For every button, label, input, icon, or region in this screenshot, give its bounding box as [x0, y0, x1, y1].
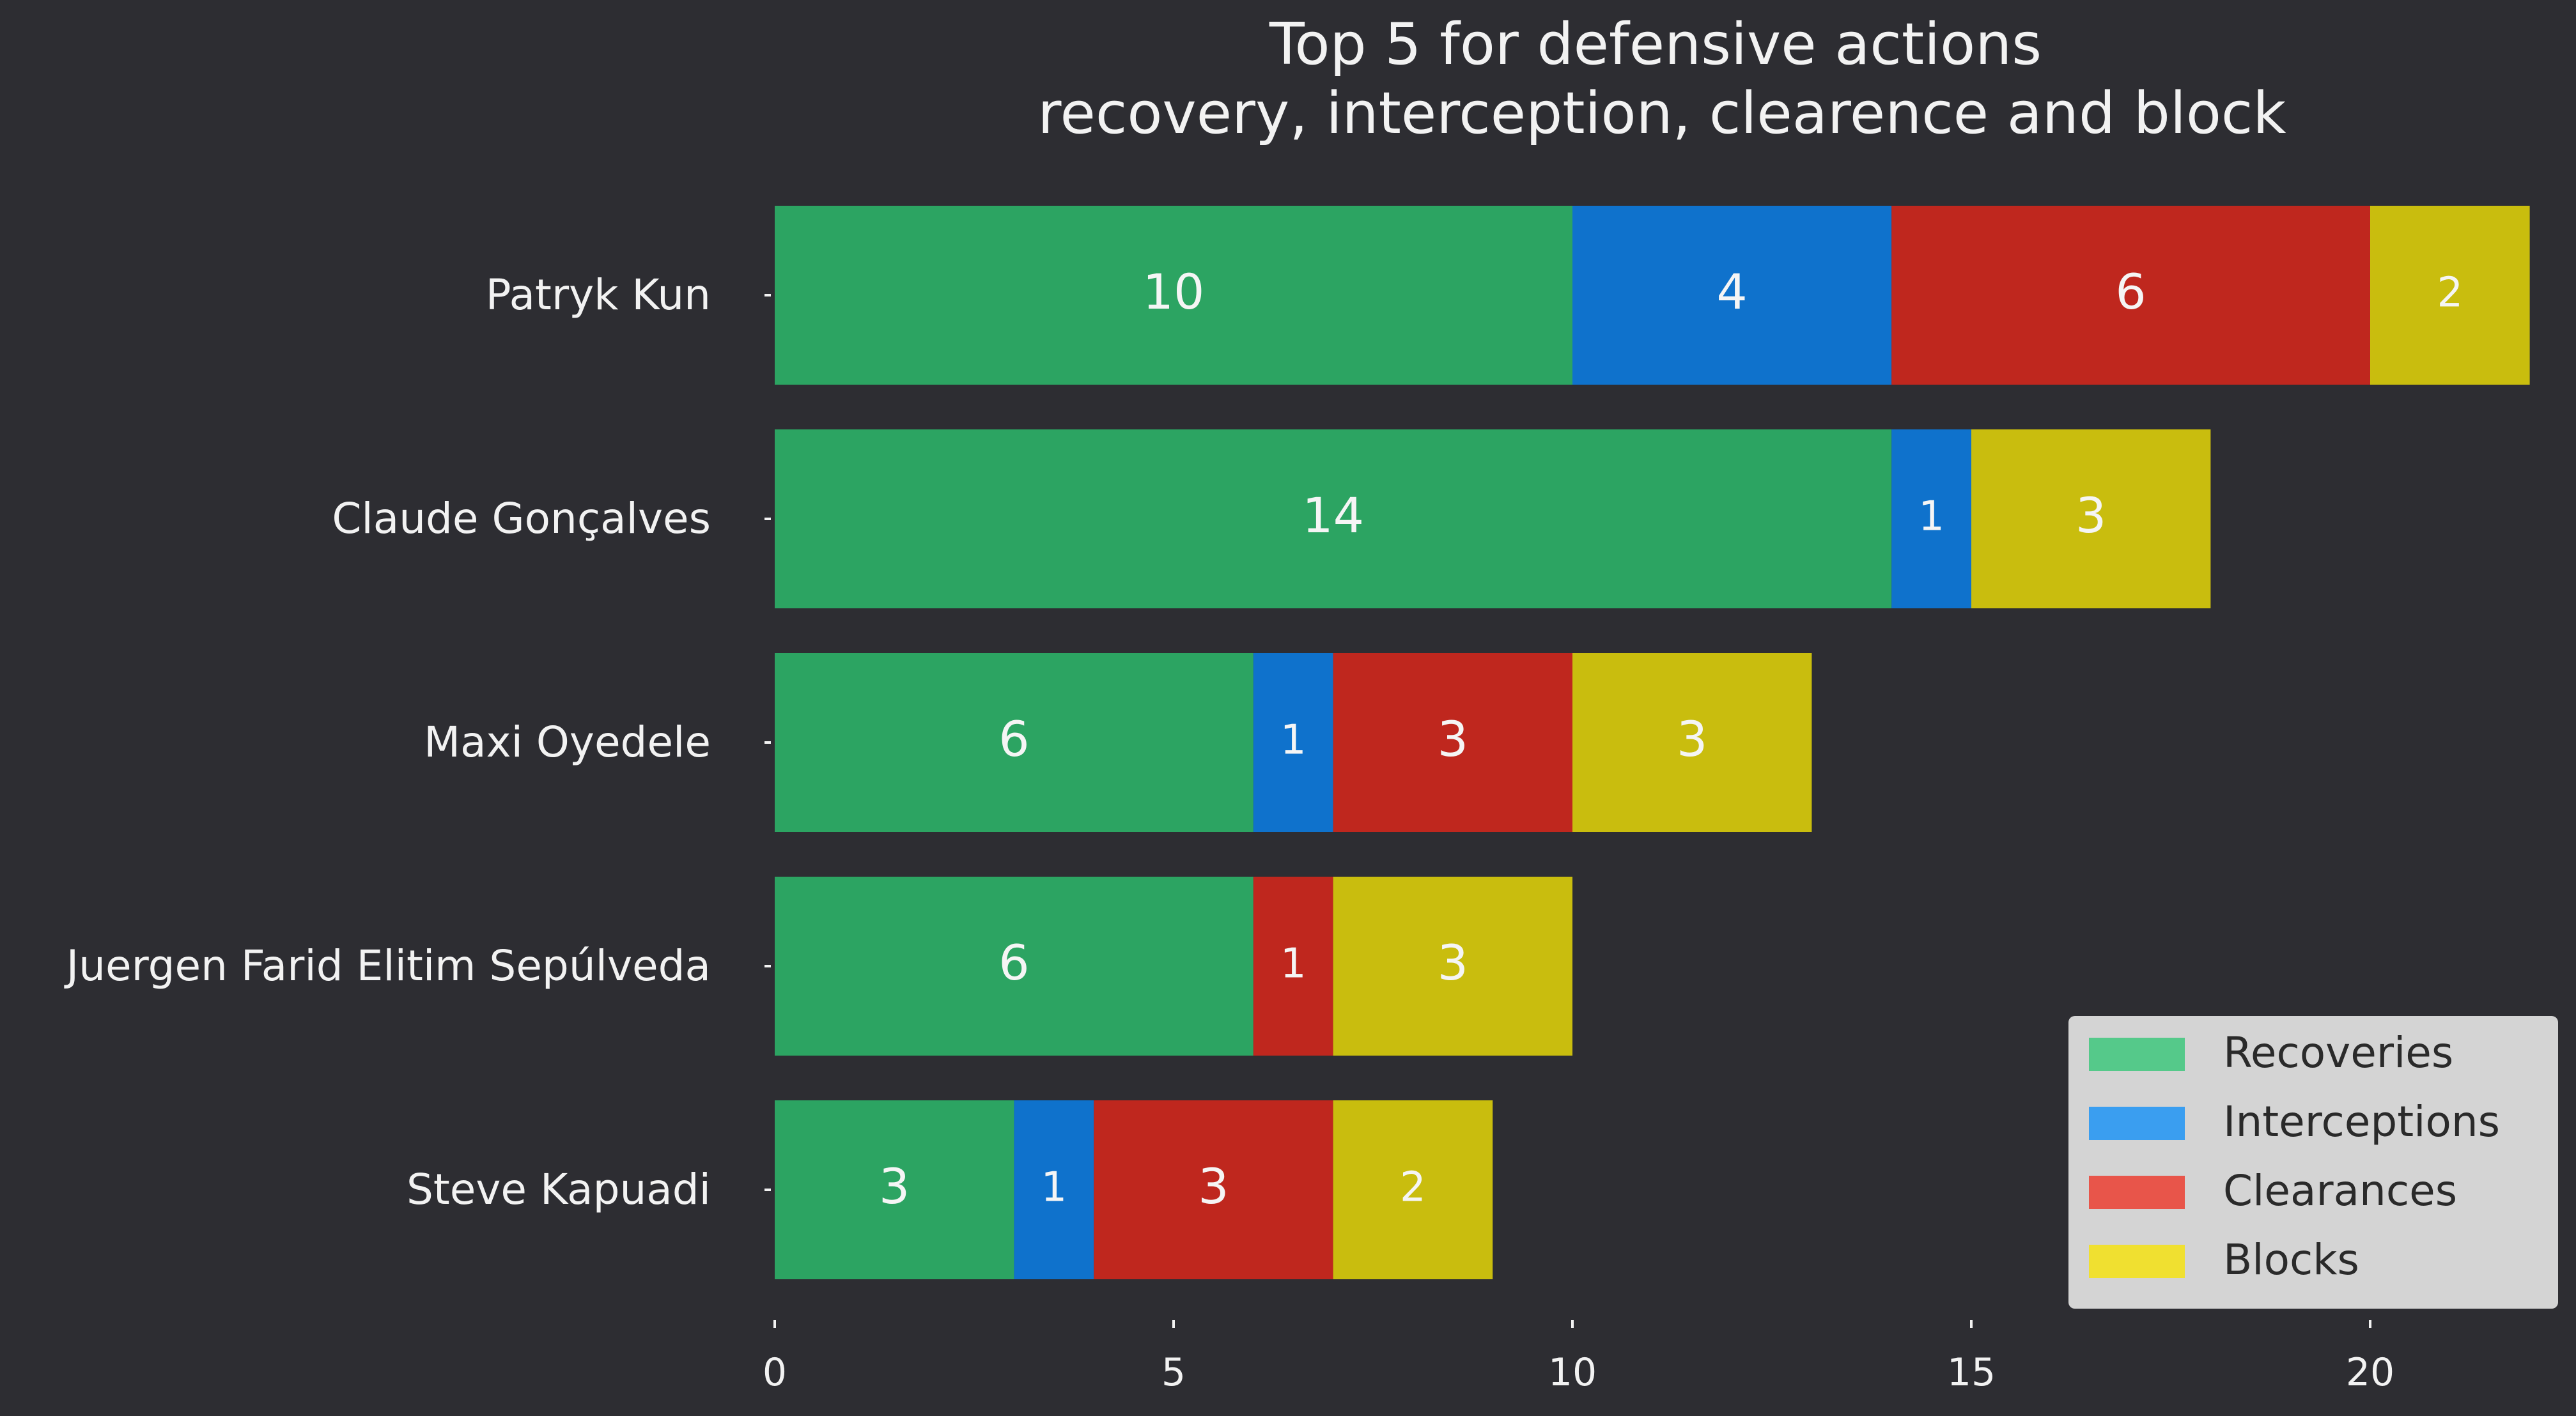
- bar-segment-clearances: [1094, 1100, 1333, 1279]
- legend-background: [2068, 1016, 2558, 1309]
- data-label: 1: [1918, 493, 1944, 541]
- x-tick-label: 5: [1161, 1350, 1186, 1395]
- legend-swatch-recoveries: [2089, 1038, 2185, 1071]
- data-label: 6: [2115, 263, 2146, 320]
- data-label: 6: [998, 711, 1029, 767]
- x-tick-label: 0: [763, 1350, 787, 1395]
- bar-segment-clearances: [1891, 206, 2370, 385]
- data-label: 14: [1302, 487, 1364, 544]
- x-tick-label: 20: [2346, 1350, 2394, 1395]
- data-label: 1: [1280, 717, 1307, 764]
- bar-segment-blocks: [1333, 877, 1572, 1056]
- chart-subtitle-line: recovery, interception, clearence and bl…: [1037, 80, 2286, 147]
- data-label: 3: [1677, 711, 1707, 767]
- bar-segment-recoveries: [775, 429, 1892, 608]
- bar-segment-blocks: [1572, 653, 1812, 832]
- category-label: Juergen Farid Elitim Sepúlveda: [64, 941, 711, 990]
- data-label: 4: [1716, 263, 1747, 320]
- data-label: 2: [2437, 270, 2463, 317]
- bars: 10 4 6 2 14 1 3 6 1 3 3 6 1 3 3 1 3 2: [775, 206, 2530, 1279]
- legend-label: Recoveries: [2223, 1028, 2453, 1077]
- category-label: Steve Kapuadi: [407, 1165, 711, 1214]
- bar-segment-recoveries: [775, 206, 1572, 385]
- category-label: Maxi Oyedele: [424, 718, 711, 767]
- data-label: 10: [1143, 263, 1205, 320]
- bar-segment-interceptions: [1253, 653, 1333, 832]
- data-label: 1: [1280, 941, 1307, 988]
- data-label: 1: [1041, 1164, 1067, 1212]
- legend-label: Blocks: [2223, 1235, 2359, 1284]
- data-label: 6: [998, 934, 1029, 991]
- bar-segment-interceptions: [1014, 1100, 1094, 1279]
- legend-swatch-blocks: [2089, 1245, 2185, 1278]
- bar-segment-interceptions: [1891, 429, 1971, 608]
- data-label: 3: [2076, 487, 2106, 544]
- legend-label: Clearances: [2223, 1166, 2457, 1215]
- bar-segment-blocks: [1333, 1100, 1493, 1279]
- bar-segment-clearances: [1253, 877, 1333, 1056]
- x-tick-label: 10: [1548, 1350, 1597, 1395]
- bar-segment-interceptions: [1572, 206, 1892, 385]
- bar-segment-recoveries: [775, 877, 1253, 1056]
- data-label: 3: [1438, 711, 1468, 767]
- bar-segment-recoveries: [775, 1100, 1014, 1279]
- data-label: 3: [879, 1158, 910, 1215]
- category-label: Patryk Kun: [486, 270, 711, 319]
- data-label: 3: [1438, 934, 1468, 991]
- chart-title-line: Top 5 for defensive actions: [1269, 11, 2042, 78]
- x-tick-label: 15: [1947, 1350, 1996, 1395]
- category-label: Claude Gonçalves: [332, 494, 711, 543]
- legend-swatch-clearances: [2089, 1176, 2185, 1209]
- data-label: 2: [1400, 1164, 1426, 1212]
- legend-label: Interceptions: [2223, 1097, 2500, 1146]
- bar-segment-recoveries: [775, 653, 1253, 832]
- x-axis: 0 5 10 15 20: [763, 1320, 2394, 1395]
- data-label: 3: [1198, 1158, 1229, 1215]
- chart-title: Top 5 for defensive actions recovery, in…: [1037, 11, 2286, 147]
- legend: Recoveries Interceptions Clearances Blocks: [2068, 1016, 2558, 1309]
- legend-swatch-interceptions: [2089, 1107, 2185, 1140]
- y-axis: Patryk Kun Claude Gonçalves Maxi Oyedele Ju…: [64, 270, 771, 1214]
- bar-segment-blocks: [1971, 429, 2211, 608]
- bar-segment-clearances: [1333, 653, 1572, 832]
- bar-segment-blocks: [2370, 206, 2530, 385]
